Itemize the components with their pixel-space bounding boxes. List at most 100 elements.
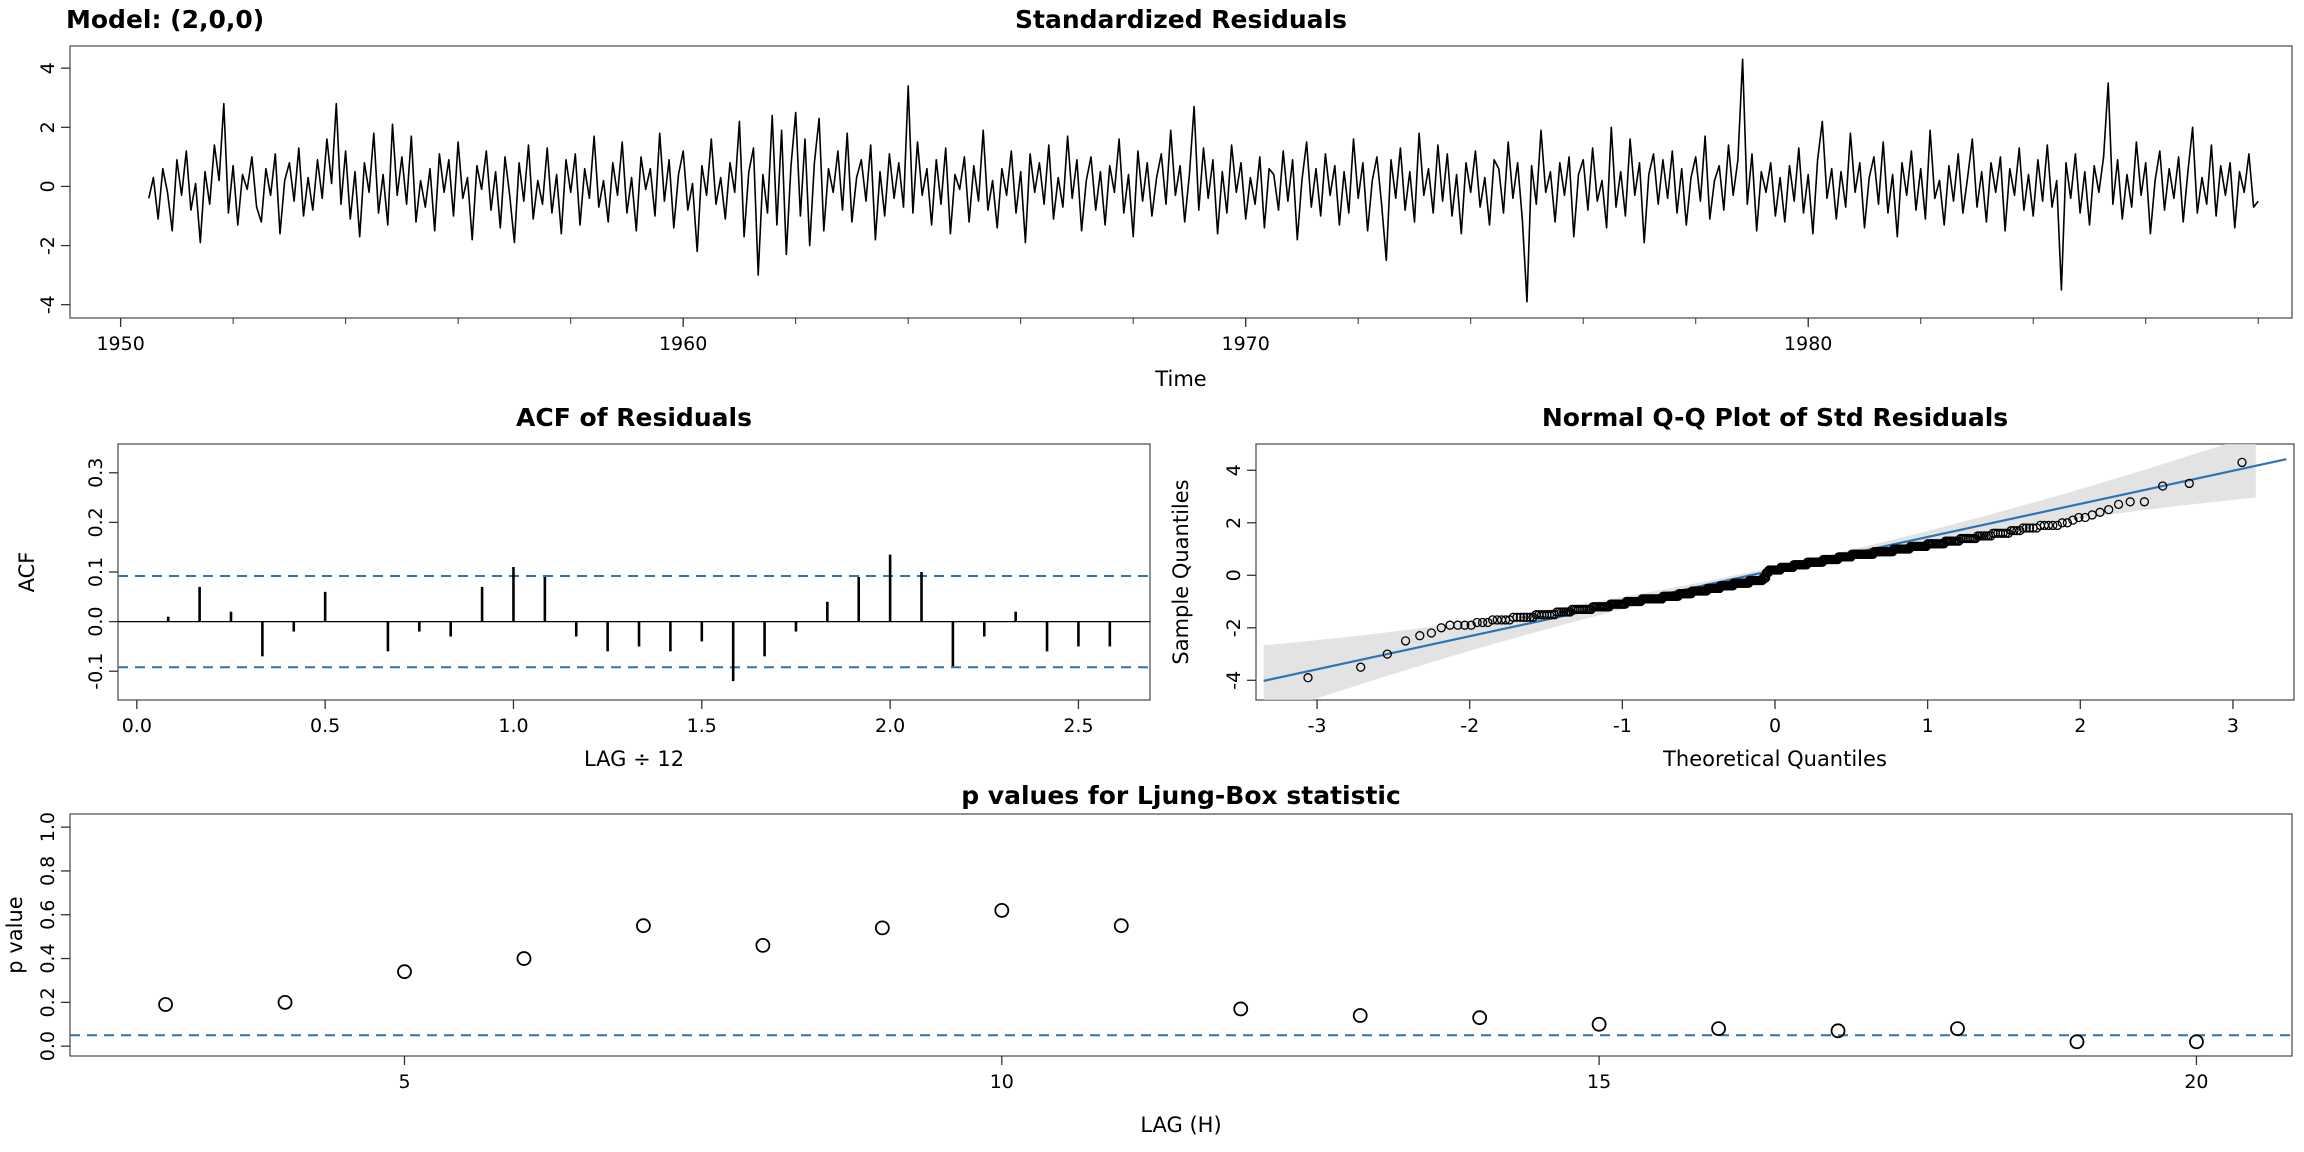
- y-tick-label: 0.2: [85, 507, 107, 537]
- qq-point: [2113, 499, 2124, 510]
- qq-point: [2095, 507, 2105, 517]
- x-tick-label: 0.5: [310, 715, 340, 737]
- y-tick-label: 0.3: [85, 458, 107, 488]
- qq-point: [2237, 457, 2247, 468]
- qq-points: [1303, 457, 2247, 683]
- qq-point: [2024, 523, 2035, 533]
- acf-xlabel: LAG ÷ 12: [584, 747, 684, 771]
- y-tick-label: 2: [37, 121, 59, 133]
- acf-plot: 0.0 0.5 1.0 1.5 2.0 2.5 -0.1 0.0 0.1 0.2 0.3 ACF o…: [0, 400, 1160, 780]
- y-tick-label: 0: [1223, 569, 1245, 581]
- x-tick-label: 1.5: [687, 715, 717, 737]
- residuals-xlabel: Time: [1154, 367, 1206, 391]
- y-tick-label: -4: [1223, 671, 1245, 690]
- x-tick-label: 3: [2227, 715, 2239, 737]
- ljung-box-plot-area: 5 10 15 20 0.0 0.2 0.4 0.6 0.8 1.0: [37, 812, 2293, 1093]
- pvalue-point: [158, 997, 173, 1012]
- x-tick-label: 5: [398, 1071, 410, 1093]
- qq-point: [1466, 620, 1476, 630]
- pvalue-point: [1233, 1001, 1249, 1017]
- qq-plot: -3 -2 -1 0 1 2 3 -4 -2 0 2 4 Normal Q-Q Plot of Std…: [1160, 400, 2304, 780]
- qq-point: [2018, 523, 2028, 533]
- y-tick-label: 0.1: [85, 557, 107, 587]
- y-tick-label: 0.4: [37, 943, 59, 973]
- pvalue-point: [994, 902, 1010, 918]
- qq-point: [1512, 612, 1522, 622]
- ljung-box-xlabel: LAG (H): [1140, 1113, 1221, 1137]
- y-tick-label: -4: [37, 295, 59, 314]
- y-tick-label: 4: [37, 62, 59, 74]
- acf-title: ACF of Residuals: [516, 403, 752, 432]
- qq-point: [2009, 525, 2019, 536]
- qq-point: [1515, 612, 1526, 622]
- standardized-residuals-plot: 1950 1960 1970 1980 -4 -2 0 2 4 Model: (2,0,0) S…: [0, 0, 2304, 400]
- qq-point: [2158, 481, 2168, 491]
- qq-point: [2139, 497, 2150, 507]
- ljung-box-ylabel: p value: [3, 896, 27, 973]
- qq-point: [1522, 612, 1532, 622]
- qq-point: [2068, 515, 2078, 525]
- x-tick-label: 10: [990, 1071, 1014, 1093]
- qq-point: [2021, 523, 2031, 533]
- plot-frame: [69, 45, 2293, 319]
- x-tick-label: 1960: [659, 333, 707, 355]
- plot-frame: [69, 813, 2293, 1057]
- pvalue-point: [1830, 1023, 1846, 1039]
- qq-point: [1436, 623, 1446, 633]
- y-tick-label: -2: [37, 236, 59, 255]
- qq-point: [1998, 528, 2008, 538]
- x-tick-label: 2.0: [875, 715, 905, 737]
- qq-point: [1382, 649, 1392, 659]
- x-tick-label: 0: [1769, 715, 1781, 737]
- qq-point: [1528, 612, 1538, 622]
- y-tick-label: 4: [1223, 464, 1245, 476]
- x-tick-label: 1.0: [498, 715, 528, 737]
- y-tick-label: 0.0: [37, 1031, 59, 1061]
- residuals-plot-area: 1950 1960 1970 1980 -4 -2 0 2 4: [37, 45, 2293, 355]
- qq-point: [1525, 612, 1535, 622]
- pvalue-point: [636, 918, 651, 934]
- y-tick-label: -2: [1223, 618, 1245, 637]
- qq-point: [2125, 497, 2135, 507]
- qq-point: [1356, 662, 1366, 672]
- qq-point: [1460, 620, 1470, 630]
- y-tick-label: 0.8: [37, 856, 59, 886]
- qq-plot-area: -3 -2 -1 0 1 2 3 -4 -2 0 2 4: [1223, 443, 2295, 737]
- x-tick-label: 2: [2074, 715, 2086, 737]
- pvalue-point: [397, 964, 412, 980]
- qq-point: [1483, 617, 1493, 628]
- pvalue-point: [516, 951, 532, 966]
- qq-point: [1453, 620, 1463, 630]
- x-tick-label: 1950: [96, 333, 144, 355]
- qq-point: [2000, 528, 2011, 538]
- x-tick-label: 2.5: [1063, 715, 1093, 737]
- qq-point: [1426, 628, 1437, 638]
- y-tick-label: 0: [37, 180, 59, 192]
- ljung-box-plot: 5 10 15 20 0.0 0.2 0.4 0.6 0.8 1.0 p values for L…: [0, 780, 2304, 1152]
- qq-confidence-band: [1263, 444, 2256, 700]
- y-tick-label: -0.1: [85, 653, 107, 690]
- residuals-title: Standardized Residuals: [1015, 5, 1347, 34]
- plot-frame: [117, 443, 1151, 701]
- pvalue-point: [1352, 1008, 1368, 1023]
- x-tick-label: -1: [1613, 715, 1632, 737]
- qq-ylabel: Sample Quantiles: [1169, 479, 1193, 664]
- x-tick-label: 20: [2184, 1071, 2208, 1093]
- qq-point: [1472, 617, 1482, 628]
- y-tick-label: 0.2: [37, 987, 59, 1017]
- model-label: Model: (2,0,0): [66, 5, 264, 34]
- pvalue-point: [277, 994, 293, 1010]
- y-tick-label: 0.0: [85, 607, 107, 637]
- acf-ylabel: ACF: [15, 552, 39, 593]
- qq-point: [2006, 525, 2016, 536]
- y-tick-label: 2: [1223, 517, 1245, 529]
- x-tick-label: 1970: [1222, 333, 1270, 355]
- x-tick-label: 1: [1922, 715, 1934, 737]
- qq-point: [1303, 673, 1313, 683]
- qq-xlabel: Theoretical Quantiles: [1662, 747, 1887, 771]
- qq-point: [2184, 478, 2194, 489]
- acf-plot-area: 0.0 0.5 1.0 1.5 2.0 2.5 -0.1 0.0 0.1 0.2 0.3: [85, 443, 1151, 737]
- pvalue-point: [1591, 1016, 1607, 1032]
- x-tick-label: -2: [1460, 715, 1479, 737]
